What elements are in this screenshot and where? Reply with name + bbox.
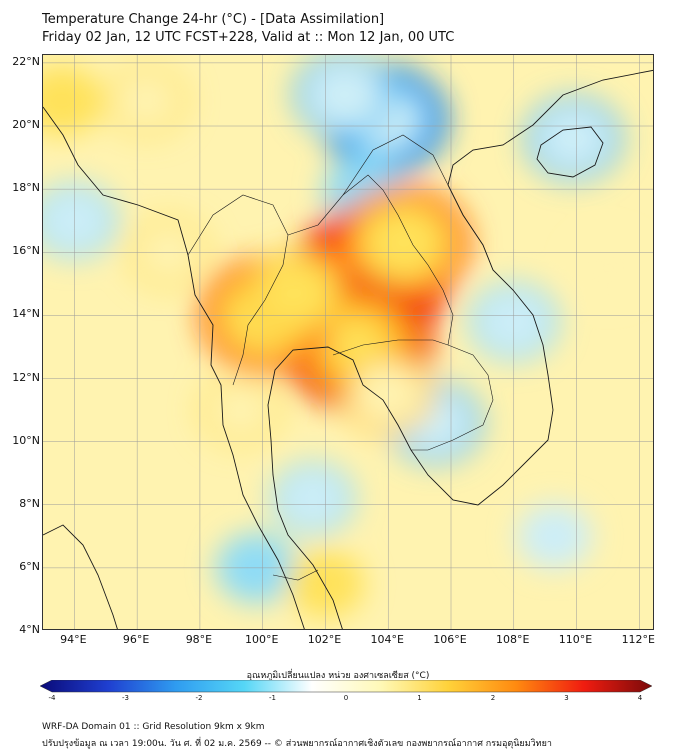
temperature-map[interactable] bbox=[42, 54, 654, 630]
lon-tick-label: 102°E bbox=[307, 633, 342, 646]
lat-tick-label: 14°N bbox=[12, 307, 40, 321]
lat-tick-label: 12°N bbox=[12, 370, 40, 384]
coastline-gulf bbox=[267, 69, 653, 629]
lon-tick-label: 94°E bbox=[60, 633, 87, 646]
lat-tick-label: 6°N bbox=[19, 559, 40, 573]
anomaly-warm-east-sea bbox=[573, 238, 642, 298]
border-thailand-laos bbox=[287, 174, 454, 346]
anomaly-warm-north-myanmar bbox=[113, 72, 180, 130]
lon-tick-label: 112°E bbox=[621, 633, 656, 646]
colorbar bbox=[40, 680, 653, 693]
lat-tick-label: 18°N bbox=[12, 181, 40, 195]
lon-tick-label: 100°E bbox=[244, 633, 279, 646]
lon-tick-label: 96°E bbox=[122, 633, 150, 646]
lat-tick-label: 16°N bbox=[12, 244, 40, 258]
border-thailand-myanmar bbox=[187, 194, 289, 386]
footer-model-info: WRF-DA Domain 01 :: Grid Resolution 9km … bbox=[42, 722, 265, 732]
lat-tick-label: 4°N bbox=[19, 623, 40, 636]
anomaly-warm-nakhon-phanom bbox=[366, 210, 442, 276]
lat-tick-label: 10°N bbox=[12, 433, 40, 447]
hainan-island bbox=[536, 126, 604, 178]
colorbar-tick-label: -2 bbox=[195, 694, 203, 702]
lat-tick-label: 8°N bbox=[19, 496, 40, 510]
graticule bbox=[43, 55, 653, 629]
anomaly-cold-andaman bbox=[43, 191, 109, 251]
chart-subtitle: Friday 02 Jan, 12 UTC FCST+228, Valid at… bbox=[42, 30, 455, 45]
colorbar-tick-label: 2 bbox=[490, 694, 496, 702]
lon-tick-label: 106°E bbox=[433, 633, 467, 646]
border-laos-vietnam bbox=[342, 134, 494, 271]
colorbar-tick-label: -3 bbox=[122, 694, 129, 702]
chart-title: Temperature Change 24-hr (°C) - [Data As… bbox=[42, 12, 385, 27]
anomaly-warm-central-thailand bbox=[256, 260, 332, 327]
colorbar-tick-label: 4 bbox=[637, 694, 643, 702]
colorbar-gradient bbox=[40, 680, 653, 693]
anomaly-warm-bay-of-bengal bbox=[43, 65, 103, 136]
coastline-sumatra bbox=[43, 524, 118, 629]
footer-credit: ปรับปรุงข้อมูล ณ เวลา 19:00น. วัน ศ. ที่… bbox=[42, 739, 552, 749]
lat-tick-label: 20°N bbox=[12, 118, 40, 131]
anomaly-cold-north-laos bbox=[305, 60, 384, 129]
lon-tick-label: 110°E bbox=[558, 633, 593, 646]
colorbar-tick-label: 0 bbox=[343, 694, 349, 702]
coastline-west bbox=[43, 106, 305, 629]
border-thailand-malaysia bbox=[272, 569, 319, 581]
anomaly-field bbox=[43, 55, 642, 618]
lon-tick-label: 104°E bbox=[370, 633, 404, 646]
colorbar-tick-label: 3 bbox=[564, 694, 569, 702]
colorbar-tick-label: -4 bbox=[48, 694, 56, 702]
colorbar-title: อุณหภูมิเปลี่ยนแปลง หน่วย องศาเซลเซียส (… bbox=[246, 671, 430, 681]
colorbar-tick-label: -1 bbox=[269, 694, 276, 702]
anomaly-cold-hainan bbox=[535, 105, 612, 172]
anomaly-cold-gulf-of-thailand bbox=[280, 469, 346, 527]
colorbar-tick-label: 1 bbox=[417, 694, 422, 702]
coastlines bbox=[43, 69, 653, 629]
anomaly-cold-borneo-sea bbox=[517, 503, 592, 569]
lat-tick-label: 22°N bbox=[12, 54, 40, 68]
lon-tick-label: 108°E bbox=[496, 633, 530, 646]
lon-tick-label: 98°E bbox=[185, 633, 213, 646]
border-cambodia bbox=[332, 339, 494, 451]
anomaly-warm-tenasserim bbox=[207, 381, 274, 439]
